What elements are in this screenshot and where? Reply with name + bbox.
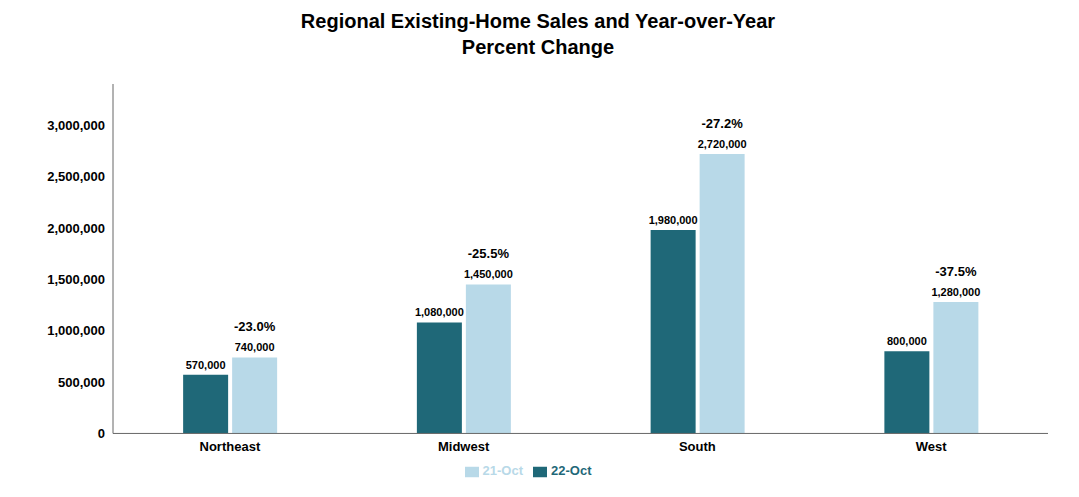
svg-text:1,980,000: 1,980,000 [649, 214, 698, 226]
html-text:22-Oct: 22-Oct [551, 463, 592, 479]
svg-text:-23.0%: -23.0% [234, 319, 276, 334]
svg-text:South: South [679, 439, 716, 454]
svg-text:-27.2%: -27.2% [702, 116, 744, 131]
svg-text:570,000: 570,000 [186, 359, 226, 371]
svg-text:2,500,000: 2,500,000 [47, 169, 105, 184]
svg-text:1,080,000: 1,080,000 [415, 306, 464, 318]
svg-text:1,000,000: 1,000,000 [47, 323, 105, 338]
svg-text:800,000: 800,000 [887, 335, 927, 347]
svg-text:1,450,000: 1,450,000 [464, 268, 513, 280]
svg-text:1,280,000: 1,280,000 [931, 286, 980, 298]
html-text:Regional Existing-Home Sales a: Regional Existing-Home Sales and Year-ov… [300, 10, 776, 58]
svg-text:Northeast: Northeast [200, 439, 261, 454]
svg-text:2,720,000: 2,720,000 [698, 138, 747, 150]
svg-text:740,000: 740,000 [235, 341, 275, 353]
svg-text:Midwest: Midwest [438, 439, 490, 454]
svg-text:-25.5%: -25.5% [468, 246, 510, 261]
svg-text:2,000,000: 2,000,000 [47, 221, 105, 236]
svg-text:3,000,000: 3,000,000 [47, 118, 105, 133]
svg-text:1,500,000: 1,500,000 [47, 272, 105, 287]
svg-text:0: 0 [98, 426, 105, 441]
svg-text:-37.5%: -37.5% [935, 264, 977, 279]
svg-text:500,000: 500,000 [58, 375, 105, 390]
html-text:21-Oct: 21-Oct [482, 463, 523, 479]
svg-text:West: West [916, 439, 947, 454]
